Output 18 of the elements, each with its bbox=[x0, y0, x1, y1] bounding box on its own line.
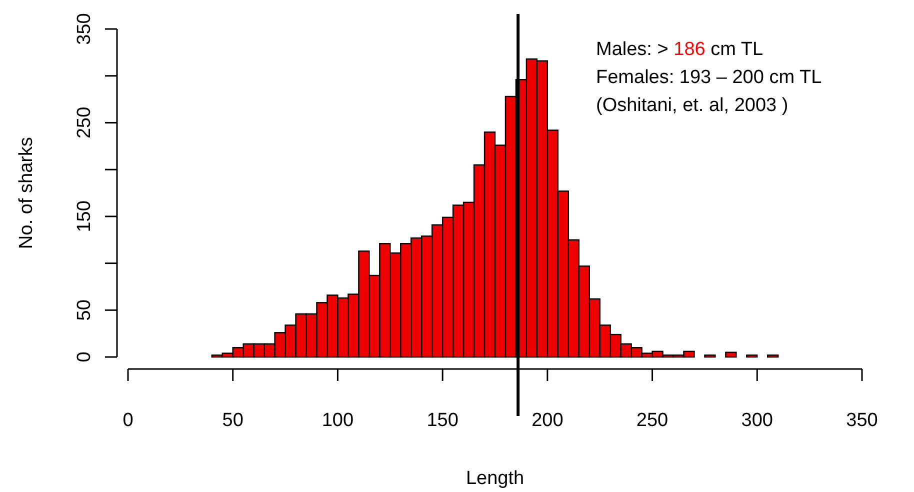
x-tick-label: 50 bbox=[222, 410, 244, 431]
y-tick-label: 50 bbox=[74, 300, 95, 321]
x-tick-label: 350 bbox=[846, 410, 878, 431]
y-tick-label: 0 bbox=[74, 352, 95, 362]
annotation: Males: > 186 cm TL bbox=[596, 39, 764, 60]
y-axis-title: No. of sharks bbox=[16, 137, 37, 249]
y-tick-label: 250 bbox=[74, 106, 95, 139]
y-tick-label: 350 bbox=[74, 13, 95, 45]
x-tick-label: 0 bbox=[122, 410, 134, 431]
x-tick-label: 300 bbox=[741, 410, 773, 431]
x-tick-label: 250 bbox=[636, 410, 668, 431]
x-axis-title: Length bbox=[466, 468, 524, 489]
annotation: (Oshitani, et. al, 2003 ) bbox=[596, 95, 788, 116]
annotation: Females: 193 – 200 cm TL bbox=[596, 67, 822, 88]
x-tick-label: 100 bbox=[322, 410, 354, 431]
x-tick-label: 200 bbox=[532, 410, 564, 431]
y-tick-label: 150 bbox=[74, 200, 95, 232]
x-tick-label: 150 bbox=[426, 410, 458, 431]
